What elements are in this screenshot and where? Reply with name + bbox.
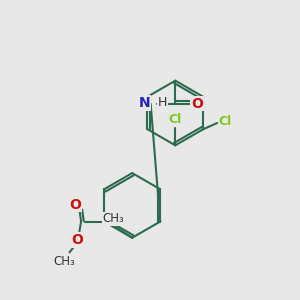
Text: CH₃: CH₃	[53, 255, 75, 268]
Text: O: O	[191, 97, 203, 111]
Text: O: O	[71, 233, 83, 247]
Text: CH₃: CH₃	[103, 212, 124, 225]
Text: Cl: Cl	[219, 115, 232, 128]
Text: H: H	[158, 97, 167, 110]
Text: Cl: Cl	[169, 113, 182, 126]
Text: N: N	[139, 96, 151, 110]
Text: O: O	[69, 198, 81, 212]
